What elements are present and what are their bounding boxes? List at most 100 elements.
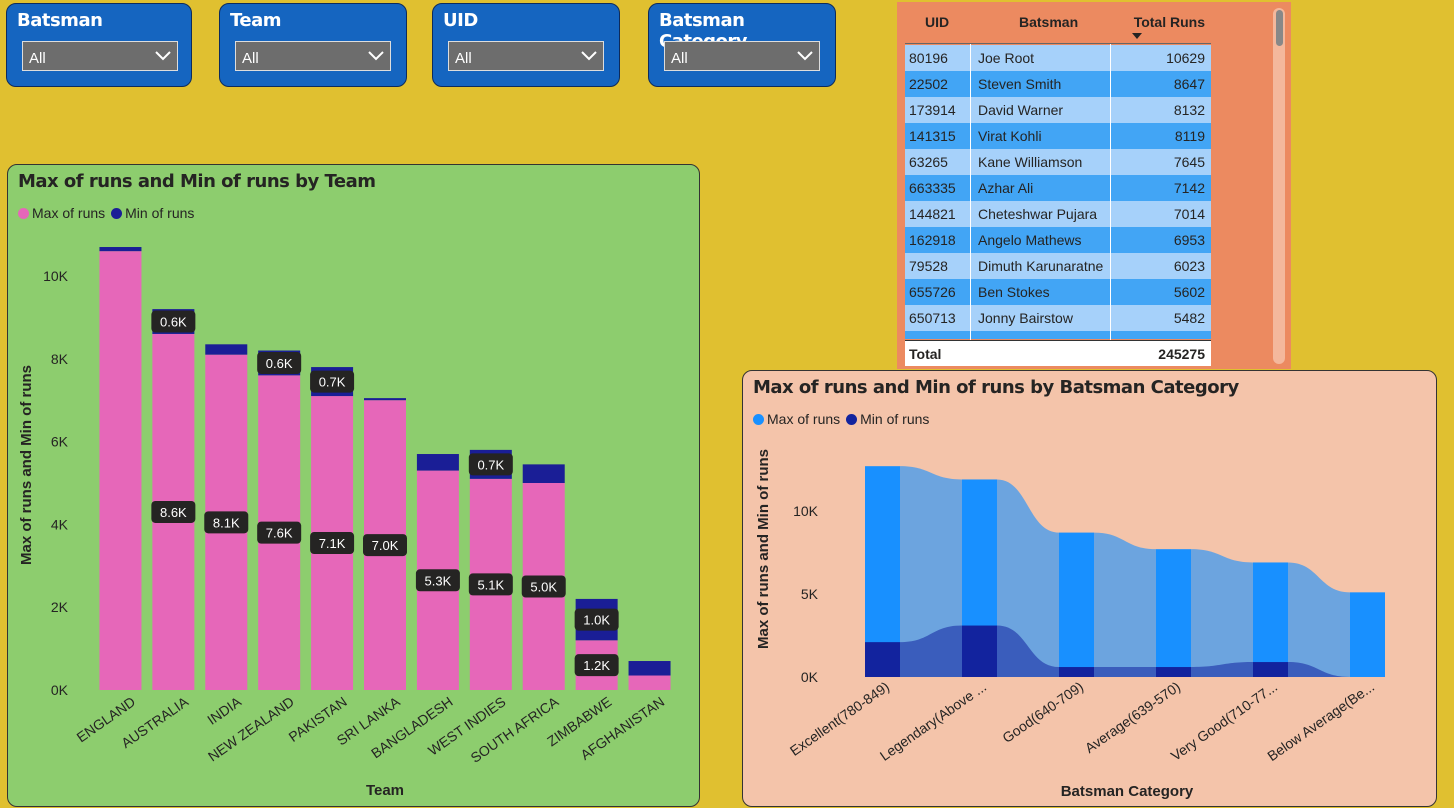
ribbon-min-runs — [900, 625, 962, 677]
table-row[interactable]: 173914 David Warner 8132 — [905, 97, 1211, 123]
bar-min-runs — [522, 464, 565, 483]
table-row[interactable]: 79528 Dimuth Karunaratne 6023 — [905, 253, 1211, 279]
dropdown-value: All — [455, 50, 472, 67]
chevron-down-icon — [368, 51, 384, 61]
bar-min-runs — [962, 625, 997, 677]
data-label-min: 0.7K — [319, 375, 346, 390]
cell-batsman: Joe Root — [978, 50, 1035, 66]
cell-batsman: Dimuth Karunaratne — [978, 258, 1104, 274]
bar-min-runs — [1253, 662, 1288, 677]
cell-uid: 22502 — [909, 76, 948, 92]
cell-batsman: Kane Williamson — [978, 154, 1083, 170]
table-row[interactable]: 141315 Virat Kohli 8119 — [905, 123, 1211, 149]
x-axis-title: Team — [366, 782, 404, 799]
ribbon-min-runs — [997, 625, 1059, 677]
y-tick-label: 2K — [51, 599, 69, 615]
cell-total-runs: 6023 — [1173, 258, 1205, 274]
legend-label: Min of runs — [125, 205, 195, 221]
chevron-down-icon — [797, 51, 813, 61]
data-label-max: 7.6K — [266, 526, 293, 541]
data-label-bg — [415, 569, 460, 592]
column-header-batsman[interactable]: Batsman — [1019, 14, 1079, 30]
chart-title: Max of runs and Min of runs by Batsman C… — [753, 377, 1239, 398]
data-label-bg — [151, 500, 196, 523]
legend-label: Min of runs — [860, 411, 930, 427]
table-row[interactable]: 80196 Joe Root 10629 — [905, 45, 1211, 71]
cell-batsman: Angelo Mathews — [978, 232, 1082, 248]
column-header-uid[interactable]: UID — [925, 14, 950, 30]
uid-dropdown[interactable]: All — [448, 41, 604, 71]
cell-batsman: Ben Stokes — [978, 284, 1050, 300]
table-row[interactable]: 663335 Azhar Ali 7142 — [905, 175, 1211, 201]
chevron-down-icon — [581, 51, 597, 61]
data-label-max: 1.2K — [583, 658, 610, 673]
cell-batsman: Virat Kohli — [978, 128, 1042, 144]
cell-uid: 63265 — [909, 154, 948, 170]
total-label: Total — [909, 346, 942, 362]
team-dropdown[interactable]: All — [235, 41, 391, 71]
data-label-bg — [310, 370, 355, 393]
cell-total-runs: 10629 — [1166, 50, 1205, 66]
cell-total-runs: 5602 — [1173, 284, 1205, 300]
ribbon-min-runs — [1288, 662, 1350, 677]
table-row[interactable]: 22502 Steven Smith 8647 — [905, 71, 1211, 97]
data-label-min: 1.0K — [583, 613, 610, 628]
ribbon-max-runs — [997, 479, 1059, 677]
table-row[interactable]: 655726 Ben Stokes 5602 — [905, 279, 1211, 305]
chart-legend: Max of runs Min of runs — [18, 205, 194, 221]
bar-max-runs — [1059, 532, 1094, 677]
legend-item-max[interactable]: Max of runs — [753, 411, 840, 427]
total-value: 245275 — [1158, 346, 1205, 362]
chevron-down-icon — [155, 51, 171, 61]
cell-batsman: Jonny Bairstow — [978, 310, 1073, 326]
ribbon-max-runs — [1288, 562, 1350, 677]
legend-dot — [846, 413, 858, 425]
x-tick-label: Legendary(Above ... — [877, 678, 989, 763]
cell-total-runs: 7014 — [1173, 206, 1205, 222]
y-tick-label: 4K — [51, 516, 69, 532]
data-label-max: 7.1K — [319, 536, 346, 551]
legend-item-min[interactable]: Min of runs — [846, 411, 929, 427]
data-label-bg — [310, 532, 355, 555]
dropdown-value: All — [242, 50, 259, 67]
cell-total-runs: 5482 — [1173, 310, 1205, 326]
scrollbar-thumb[interactable] — [1276, 10, 1283, 46]
slicer-batsman-category: Batsman Category All — [648, 3, 836, 87]
cell-uid: 162918 — [909, 232, 956, 248]
column-header-total-runs[interactable]: Total Runs — [1133, 14, 1205, 30]
y-tick-label: 0K — [51, 682, 69, 698]
legend-item-max[interactable]: Max of runs — [18, 205, 105, 221]
data-label-bg — [257, 521, 302, 544]
bar-min-runs — [364, 398, 406, 401]
data-label-bg — [521, 575, 566, 598]
table-row[interactable]: 162918 Angelo Mathews 6953 — [905, 227, 1211, 253]
legend-item-min[interactable]: Min of runs — [111, 205, 194, 221]
table-header: UID Batsman Total Runs — [905, 8, 1211, 44]
table-row[interactable]: 144821 Cheteshwar Pujara 7014 — [905, 201, 1211, 227]
batsman-runs-table: UID Batsman Total Runs 80196 Joe Root 1062… — [897, 2, 1291, 369]
table-scrollbar[interactable] — [1273, 8, 1285, 364]
bar-max-runs — [628, 675, 671, 690]
table-row[interactable]: 650713 Jonny Bairstow 5482 — [905, 305, 1211, 331]
cell-uid: 79528 — [909, 258, 948, 274]
table-row[interactable]: 63265 Kane Williamson 7645 — [905, 149, 1211, 175]
legend-dot — [111, 207, 123, 219]
bar-max-runs — [1156, 549, 1191, 677]
cell-total-runs: 7645 — [1173, 154, 1205, 170]
column-divider — [970, 44, 971, 364]
batsman-category-dropdown[interactable]: All — [664, 41, 820, 71]
bar-min-runs — [1156, 667, 1191, 677]
data-label-bg — [468, 453, 513, 476]
cell-uid: 144821 — [909, 206, 956, 222]
data-label-bg — [574, 654, 619, 677]
legend-dot — [753, 413, 764, 425]
cell-batsman: Cheteshwar Pujara — [978, 206, 1098, 222]
slicer-title: Team — [230, 10, 282, 31]
batsman-dropdown[interactable]: All — [22, 41, 178, 71]
x-tick-label: Below Average(Be... — [1264, 678, 1377, 764]
category-runs-ribbon-chart: 0K 5K 10K Excellent(780-849)Legendary(Above… — [755, 449, 1385, 800]
x-tick-label: Good(640-709) — [999, 678, 1086, 746]
bar-min-runs — [628, 661, 671, 676]
table-row-partial — [905, 331, 1211, 339]
bar-max-runs — [1350, 592, 1385, 677]
